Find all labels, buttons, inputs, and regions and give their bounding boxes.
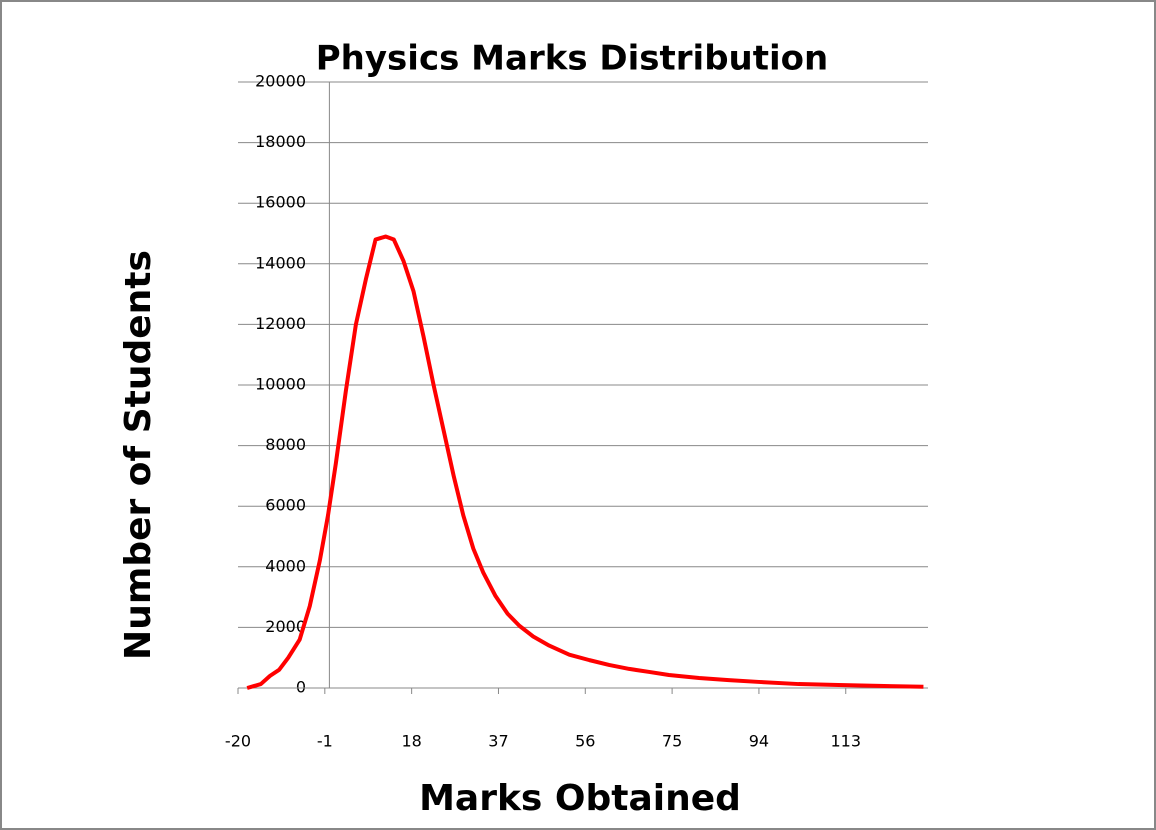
y-tick-label: 10000: [255, 375, 306, 394]
y-tick-label: 4000: [265, 556, 306, 575]
y-tick-label: 14000: [255, 253, 306, 272]
y-tick-label: 2000: [265, 617, 306, 636]
x-tick-label: 18: [401, 732, 421, 751]
y-tick-label: 20000: [255, 72, 306, 91]
x-tick-label: 113: [830, 732, 861, 751]
x-tick-label: 56: [575, 732, 595, 751]
y-tick-label: 16000: [255, 193, 306, 212]
y-tick-label: 12000: [255, 314, 306, 333]
chart-title: Physics Marks Distribution: [316, 39, 828, 79]
y-tick-label: 0: [296, 678, 306, 697]
x-tick-label: 94: [749, 732, 769, 751]
y-tick-label: 18000: [255, 132, 306, 151]
x-axis-label: Marks Obtained: [419, 778, 741, 819]
data-line: [246, 234, 924, 690]
x-tick-label: 37: [488, 732, 508, 751]
x-tick-label: 75: [662, 732, 682, 751]
y-tick-label: 6000: [265, 496, 306, 515]
y-axis-label: Number of Students: [118, 250, 159, 660]
x-tick-label: -1: [317, 732, 333, 751]
y-tick-label: 8000: [265, 435, 306, 454]
x-tick-label: -20: [225, 732, 251, 751]
